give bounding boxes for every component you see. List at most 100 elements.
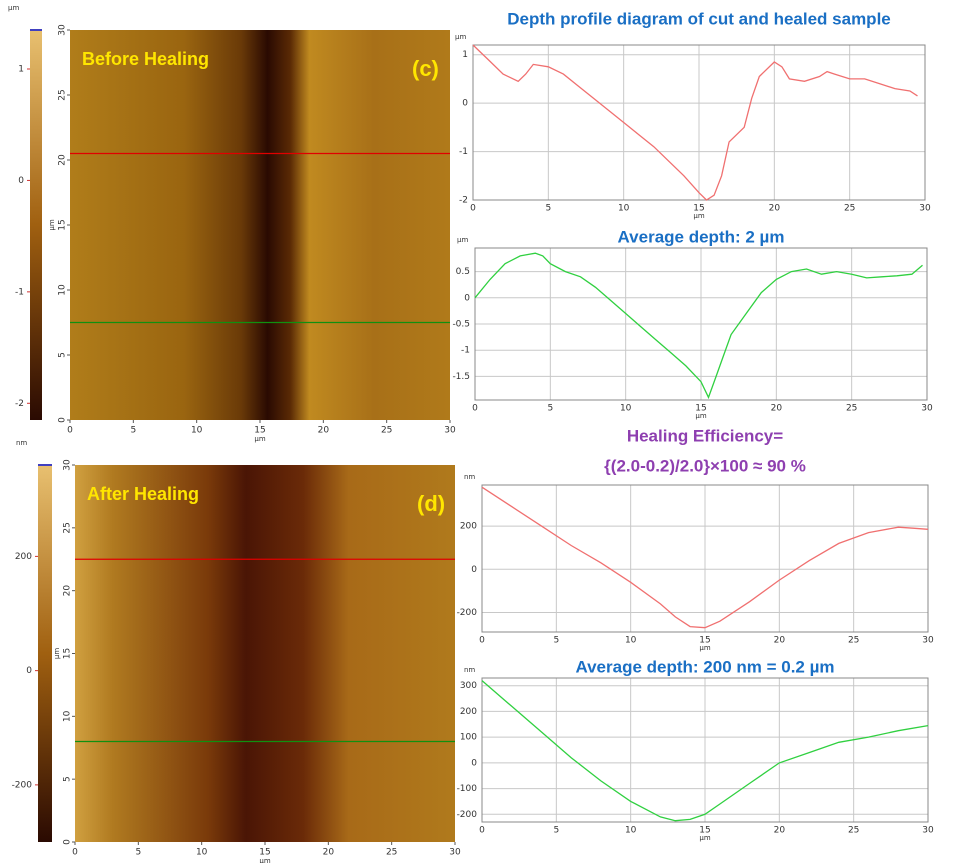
- x-tick-label: 0: [72, 848, 78, 858]
- x-tick-label: 5: [545, 204, 551, 214]
- colorbar: [30, 30, 42, 420]
- chart-title: Average depth: 2 µm: [618, 227, 785, 246]
- x-tick-label: 25: [844, 204, 855, 214]
- x-tick-label: 30: [922, 636, 934, 646]
- y-tick-label: 25: [63, 522, 73, 533]
- y-tick-label: 15: [58, 219, 68, 230]
- colorbar-tick-label: 1: [18, 65, 24, 75]
- x-tick-label: 30: [921, 404, 933, 414]
- x-tick-label: 10: [618, 204, 630, 214]
- colorbar-tick-label: 0: [26, 666, 32, 676]
- y-tick-label: 0: [471, 565, 477, 575]
- y-tick-label: 20: [63, 585, 73, 597]
- colorbar-label: nm: [16, 439, 27, 447]
- y-axis-label: nm: [464, 473, 475, 481]
- panel-label: (d): [417, 491, 445, 516]
- x-axis-label: µm: [259, 857, 270, 863]
- colorbar: [38, 465, 52, 842]
- x-tick-label: 0: [479, 826, 485, 836]
- chart-title: Average depth: 200 nm = 0.2 µm: [575, 657, 834, 676]
- colorbar-tick-label: -2: [15, 399, 24, 409]
- y-axis-label: µm: [457, 236, 468, 244]
- y-tick-label: -0.5: [452, 320, 470, 330]
- y-tick-label: -200: [457, 608, 478, 618]
- x-axis-label: µm: [254, 435, 265, 443]
- image-title: Before Healing: [82, 49, 209, 69]
- x-tick-label: 25: [846, 404, 857, 414]
- y-tick-label: 10: [63, 710, 73, 722]
- x-axis-label: µm: [699, 644, 710, 652]
- y-tick-label: 0: [464, 293, 470, 303]
- afm-image: [75, 465, 455, 842]
- y-tick-label: 30: [58, 24, 68, 36]
- x-tick-label: 5: [130, 426, 136, 436]
- y-tick-label: -100: [457, 784, 478, 794]
- y-tick-label: 5: [63, 776, 73, 782]
- colorbar-tick-label: -200: [12, 780, 33, 790]
- x-tick-label: 10: [196, 848, 208, 858]
- y-axis-label: nm: [464, 666, 475, 674]
- x-tick-label: 20: [771, 404, 783, 414]
- image-title: After Healing: [87, 484, 199, 504]
- y-tick-label: 0.5: [456, 267, 470, 277]
- x-tick-label: 20: [769, 204, 781, 214]
- x-axis-label: µm: [695, 412, 706, 420]
- x-tick-label: 30: [922, 826, 934, 836]
- y-tick-label: 5: [58, 352, 68, 358]
- y-tick-label: -1.5: [452, 372, 470, 382]
- x-tick-label: 15: [259, 848, 270, 858]
- y-tick-label: 0: [471, 758, 477, 768]
- chart-subtitle: {(2.0-0.2)/2.0}×100 ≈ 90 %: [604, 456, 806, 475]
- x-tick-label: 20: [318, 426, 330, 436]
- afm-image: [70, 30, 450, 420]
- x-axis-label: µm: [699, 834, 710, 842]
- y-axis-label: µm: [48, 219, 56, 230]
- colorbar-label: µm: [8, 4, 19, 12]
- x-tick-label: 25: [381, 426, 392, 436]
- y-tick-label: 200: [460, 707, 477, 717]
- x-tick-label: 0: [67, 426, 73, 436]
- y-tick-label: 100: [460, 733, 477, 743]
- y-axis-label: µm: [53, 648, 61, 659]
- y-tick-label: 15: [63, 648, 73, 659]
- x-tick-label: 25: [848, 826, 859, 836]
- x-tick-label: 25: [386, 848, 397, 858]
- x-tick-label: 5: [547, 404, 553, 414]
- y-tick-label: -1: [461, 346, 470, 356]
- chart-title: Depth profile diagram of cut and healed …: [507, 9, 891, 28]
- figure: Before Healing(c)05101520253005101520253…: [0, 0, 954, 863]
- x-tick-label: 30: [449, 848, 461, 858]
- x-tick-label: 10: [625, 826, 637, 836]
- x-tick-label: 10: [620, 404, 632, 414]
- y-tick-label: 20: [58, 154, 68, 166]
- y-tick-label: 30: [63, 459, 73, 471]
- x-tick-label: 30: [919, 204, 931, 214]
- x-axis-label: µm: [693, 212, 704, 220]
- x-tick-label: 15: [254, 426, 265, 436]
- colorbar-tick-label: -1: [15, 287, 24, 297]
- y-axis-label: µm: [455, 33, 466, 41]
- x-tick-label: 20: [774, 826, 786, 836]
- x-tick-label: 5: [553, 636, 559, 646]
- colorbar-tick-label: 200: [15, 552, 32, 562]
- x-tick-label: 0: [472, 404, 478, 414]
- x-tick-label: 30: [444, 426, 456, 436]
- y-tick-label: 10: [58, 284, 68, 296]
- panel-label: (c): [412, 56, 439, 81]
- x-tick-label: 0: [470, 204, 476, 214]
- y-tick-label: -2: [459, 196, 468, 206]
- x-tick-label: 5: [135, 848, 141, 858]
- x-tick-label: 10: [625, 636, 637, 646]
- y-tick-label: 200: [460, 522, 477, 532]
- x-tick-label: 25: [848, 636, 859, 646]
- y-tick-label: 0: [63, 839, 73, 845]
- y-tick-label: 300: [460, 681, 477, 691]
- x-tick-label: 0: [479, 636, 485, 646]
- y-tick-label: 0: [462, 99, 468, 109]
- y-tick-label: -1: [459, 147, 468, 157]
- y-tick-label: 1: [462, 50, 468, 60]
- y-tick-label: 0: [58, 417, 68, 423]
- colorbar-tick-label: 0: [18, 176, 24, 186]
- y-tick-label: 25: [58, 89, 68, 100]
- chart-title: Healing Efficiency=: [627, 426, 783, 445]
